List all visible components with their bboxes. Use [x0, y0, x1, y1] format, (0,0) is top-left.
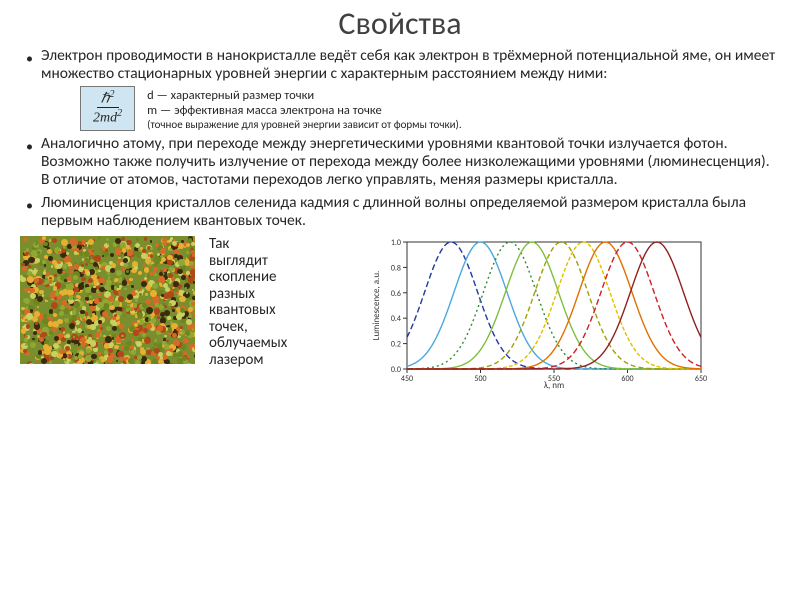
svg-text:0.0: 0.0: [391, 365, 401, 375]
svg-text:Luminescence, a.u.: Luminescence, a.u.: [371, 271, 382, 341]
caption-line: облучаемых: [209, 335, 287, 352]
def-d: d — характерный размер точки: [147, 88, 462, 103]
bullet-3: • Люминисценция кристаллов селенида кадм…: [20, 194, 780, 231]
caption-line: выглядит: [209, 253, 287, 270]
bullet-dot-icon: •: [26, 138, 33, 155]
bullet-dot-icon: •: [26, 50, 33, 67]
caption-line: точек,: [209, 319, 287, 336]
bullet-dot-icon: •: [26, 197, 33, 214]
formula-box: ℏ2 2md2: [80, 86, 135, 131]
caption-line: квантовых: [209, 302, 287, 319]
svg-text:1.0: 1.0: [391, 238, 401, 248]
para1-text: Электрон проводимости в нанокристалле ве…: [41, 47, 780, 84]
microscopy-caption: Таквыглядитскоплениеразныхквантовыхточек…: [209, 236, 287, 391]
svg-text:λ, nm: λ, nm: [543, 380, 563, 391]
para2-text: Аналогично атому, при переходе между эне…: [41, 135, 780, 190]
def-m: m — эффективная масса электрона на точке: [147, 103, 462, 118]
bullet-2: • Аналогично атому, при переходе между э…: [20, 135, 780, 190]
caption-line: лазером: [209, 352, 287, 369]
svg-text:650: 650: [695, 374, 707, 384]
caption-line: скопление: [209, 269, 287, 286]
svg-text:0.6: 0.6: [391, 289, 401, 299]
microscopy-image: [20, 236, 195, 364]
para3-text: Люминисценция кристаллов селенида кадмия…: [41, 194, 780, 231]
slide-title: Свойства: [20, 4, 780, 43]
svg-text:0.8: 0.8: [391, 264, 401, 274]
svg-text:450: 450: [401, 374, 413, 384]
svg-text:600: 600: [621, 374, 633, 384]
svg-text:0.4: 0.4: [391, 314, 401, 324]
bullet-1: • Электрон проводимости в нанокристалле …: [20, 47, 780, 84]
caption-line: Так: [209, 236, 287, 253]
def-note: (точное выражение для уровней энергии за…: [147, 118, 462, 131]
formula-defs: d — характерный размер точки m — эффекти…: [147, 86, 462, 131]
caption-line: разных: [209, 286, 287, 303]
svg-text:0.2: 0.2: [391, 340, 401, 350]
formula-row: ℏ2 2md2 d — характерный размер точки m —…: [80, 86, 780, 131]
svg-text:500: 500: [474, 374, 486, 384]
luminescence-chart: 4505005506006500.00.20.40.60.81.0λ, nmLu…: [369, 236, 709, 391]
